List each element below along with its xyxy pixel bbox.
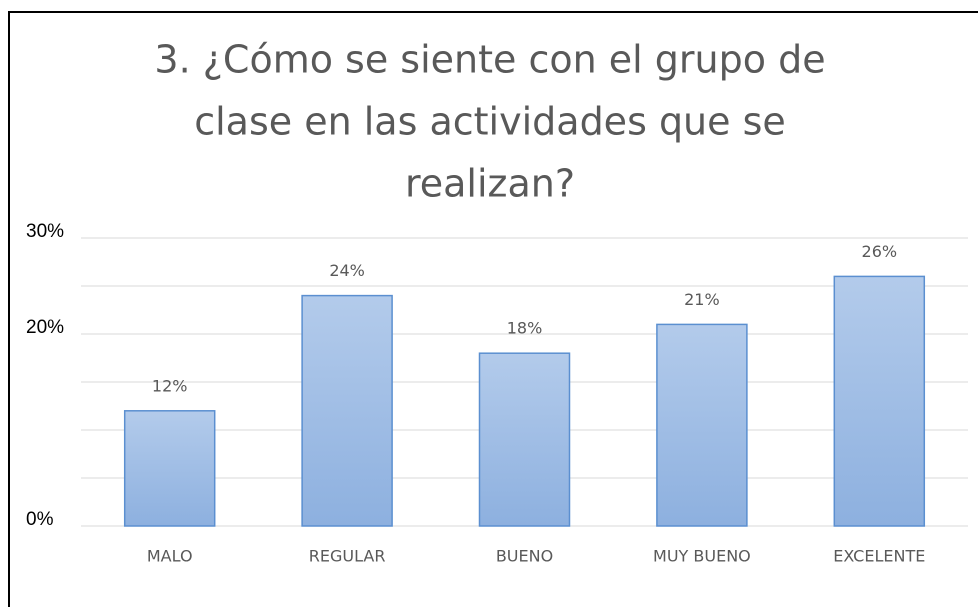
bar — [833, 275, 926, 527]
bar — [123, 410, 216, 527]
title-line: realizan? — [405, 162, 575, 206]
x-tick-label: BUENO — [496, 547, 553, 566]
x-tick-label: EXCELENTE — [833, 547, 925, 566]
y-tick-label: 0% — [26, 509, 54, 530]
bar — [478, 352, 571, 527]
x-tick-label: MUY BUENO — [653, 547, 751, 566]
data-label: 21% — [684, 290, 720, 309]
x-tick-label: MALO — [147, 547, 193, 566]
x-tick-label: REGULAR — [309, 547, 386, 566]
data-label: 18% — [507, 319, 543, 338]
title-line: 3. ¿Cómo se siente con el grupo de — [154, 38, 825, 82]
data-label: 26% — [862, 242, 898, 261]
y-tick-label: 20% — [26, 317, 64, 338]
data-label: 12% — [152, 376, 188, 395]
y-tick-label: 30% — [26, 221, 64, 242]
bar — [656, 323, 748, 527]
data-label: 24% — [329, 261, 365, 280]
title-line: clase en las actividades que se — [194, 100, 786, 144]
bar — [301, 294, 393, 527]
chart-title: 3. ¿Cómo se siente con el grupo de clase … — [154, 38, 825, 206]
